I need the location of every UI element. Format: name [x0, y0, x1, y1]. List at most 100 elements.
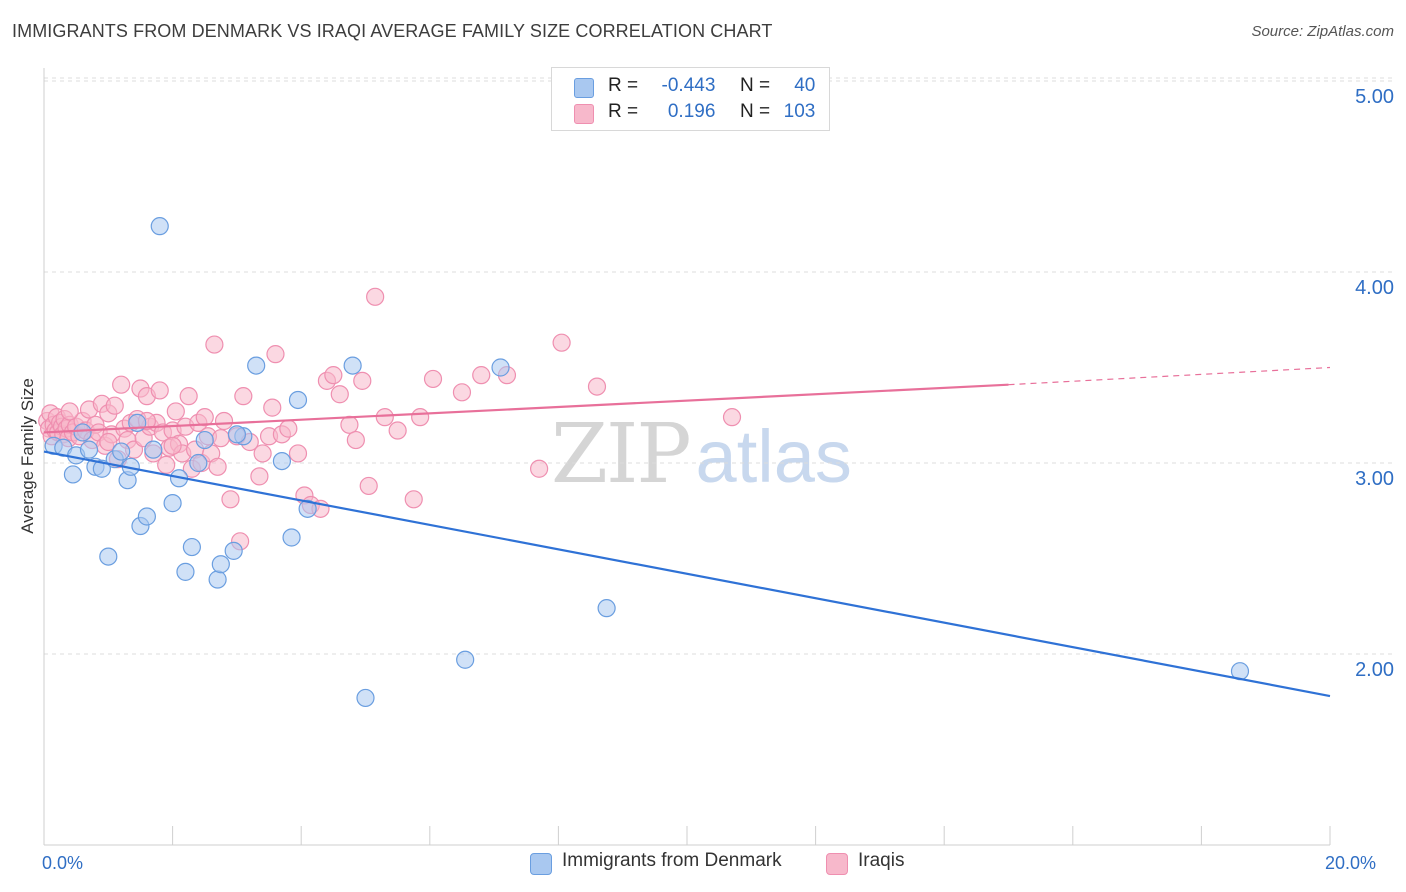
legend-r-value: 0.196	[667, 101, 716, 122]
iraqis-point	[340, 415, 359, 434]
denmark-point	[491, 358, 510, 377]
legend-label-denmark: Immigrants from Denmark	[562, 850, 782, 871]
correlation-legend: R = -0.443 N = 40 R = 0.196 N = 103	[551, 67, 830, 131]
iraqis-point	[179, 387, 198, 406]
legend-swatch-blue	[530, 853, 552, 875]
denmark-point	[343, 356, 362, 375]
legend-n-label: N =	[739, 75, 771, 96]
iraqis-point	[324, 366, 343, 385]
iraqis-point	[722, 408, 742, 427]
denmark-point	[195, 430, 214, 450]
iraqis-point	[472, 366, 491, 385]
iraqis-point	[375, 408, 394, 427]
iraqis-trend-extension	[1008, 366, 1331, 386]
iraqis-point	[411, 408, 430, 427]
denmark-point	[597, 599, 616, 618]
iraqis-point	[388, 421, 407, 440]
iraqis-point	[157, 455, 176, 475]
denmark-point	[356, 688, 375, 708]
y-tick-label: 4.00	[1355, 277, 1394, 299]
iraqis-point	[234, 387, 253, 406]
iraqis-point	[423, 369, 443, 389]
denmark-point	[224, 541, 243, 560]
denmark-point	[144, 440, 163, 459]
source-label: Source: ZipAtlas.com	[1251, 23, 1394, 40]
iraqis-point	[99, 432, 118, 452]
denmark-point	[247, 356, 266, 375]
legend-r-label: R =	[608, 101, 639, 122]
legend-r-value: -0.443	[661, 75, 716, 96]
denmark-point	[112, 442, 131, 461]
denmark-point	[189, 453, 208, 473]
denmark-point	[63, 465, 83, 484]
legend-n-value: 103	[783, 101, 816, 122]
iraqis-point	[552, 333, 571, 352]
iraqis-point	[253, 444, 272, 463]
iraqis-point	[60, 402, 79, 421]
denmark-point	[272, 451, 292, 471]
iraqis-point	[250, 467, 269, 486]
legend-n-label: N =	[739, 101, 771, 122]
y-tick-label: 2.00	[1355, 659, 1394, 681]
legend-swatch-pink	[574, 104, 594, 124]
iraqis-point	[346, 430, 365, 450]
iraqis-point	[353, 371, 372, 390]
y-tick-label: 5.00	[1355, 86, 1394, 108]
watermark-atlas: atlas	[695, 415, 852, 498]
chart-title: IMMIGRANTS FROM DENMARK VS IRAQI AVERAGE…	[12, 21, 773, 41]
denmark-point	[137, 507, 156, 526]
iraqis-point	[530, 459, 549, 478]
y-tick-label: 3.00	[1355, 468, 1394, 490]
denmark-point	[73, 423, 92, 442]
iraqis-point	[150, 381, 169, 400]
iraqis-point	[208, 457, 227, 476]
iraqis-point	[105, 396, 124, 415]
iraqis-point	[266, 345, 285, 364]
denmark-point	[298, 499, 317, 518]
legend-swatch-pink	[826, 853, 848, 875]
denmark-point	[211, 555, 230, 574]
iraqis-point	[359, 476, 378, 496]
legend-label-iraqis: Iraqis	[858, 850, 905, 871]
iraqis-point	[587, 377, 607, 396]
axes	[43, 68, 1331, 846]
legend-swatch-blue	[574, 78, 594, 98]
iraqis-point	[163, 436, 182, 455]
iraqis-point	[330, 385, 349, 404]
iraqis-point	[195, 408, 214, 427]
gridlines	[44, 77, 1395, 655]
denmark-point	[288, 390, 308, 410]
iraqis-point	[166, 402, 185, 421]
y-axis-label: Average Family Size	[18, 378, 37, 534]
denmark-point	[227, 425, 246, 444]
iraqis-trend-line	[43, 383, 1009, 434]
iraqis-point	[221, 490, 240, 509]
denmark-point	[176, 562, 195, 581]
watermark: ZIPatlas	[551, 407, 852, 502]
series-immigrants-from-denmark	[44, 217, 1250, 708]
denmark-point	[456, 650, 475, 669]
iraqis-point	[214, 411, 234, 431]
iraqis-point	[211, 429, 230, 448]
watermark-zip: ZIP	[551, 407, 692, 502]
iraqis-point	[279, 419, 298, 438]
trend-lines	[43, 366, 1331, 698]
x-tick-label-min: 0.0%	[42, 853, 84, 873]
legend-r-label: R =	[608, 75, 639, 96]
iraqis-point	[452, 383, 472, 402]
denmark-point	[163, 494, 182, 513]
denmark-point	[79, 440, 99, 459]
denmark-point	[99, 547, 118, 566]
denmark-point	[92, 459, 111, 478]
denmark-trend-line	[43, 450, 1331, 698]
iraqis-point	[112, 375, 131, 394]
iraqis-point	[205, 335, 224, 354]
denmark-point	[208, 570, 227, 589]
denmark-point	[182, 537, 201, 557]
x-tick-label-max: 20.0%	[1325, 853, 1377, 873]
denmark-point	[282, 528, 301, 547]
iraqis-point	[366, 287, 385, 306]
iraqis-point	[288, 444, 308, 463]
legend-n-value: 40	[794, 75, 816, 96]
